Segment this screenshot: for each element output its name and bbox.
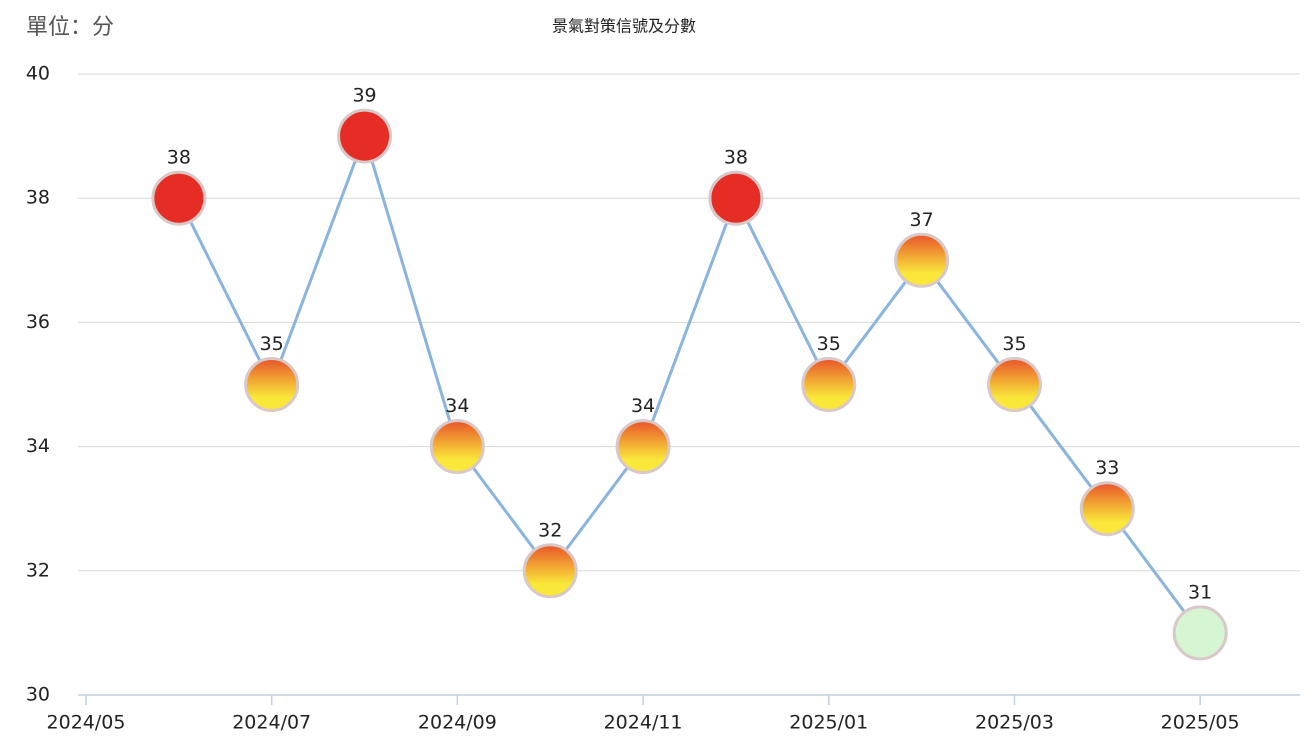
x-tick-label: 2024/05 (47, 712, 126, 734)
marker (986, 357, 1042, 412)
data-label: 37 (910, 209, 934, 231)
data-label: 35 (260, 333, 284, 355)
data-label: 34 (631, 395, 655, 417)
marker (244, 357, 300, 412)
data-label: 38 (724, 147, 748, 169)
marker (1172, 605, 1228, 661)
y-tick-label: 36 (26, 311, 50, 333)
marker (337, 108, 393, 164)
y-tick-label: 40 (26, 63, 50, 85)
y-tick-label: 32 (26, 559, 50, 581)
data-label: 31 (1188, 581, 1212, 603)
marker (522, 543, 578, 599)
marker (708, 170, 764, 226)
marker (429, 419, 485, 475)
data-label: 35 (1002, 333, 1026, 355)
series-line (177, 131, 1202, 634)
marker (1079, 481, 1135, 537)
marker (801, 357, 857, 412)
data-label: 32 (538, 519, 562, 541)
x-tick-label: 2024/07 (232, 712, 311, 734)
marker (151, 170, 207, 226)
data-label: 38 (167, 147, 191, 169)
marker (894, 232, 950, 288)
x-tick-label: 2025/05 (1161, 712, 1240, 734)
marker (615, 419, 671, 475)
data-label: 34 (445, 395, 469, 417)
data-label: 35 (817, 333, 841, 355)
data-label: 33 (1095, 457, 1119, 479)
unit-label: 單位：分 (26, 15, 114, 40)
x-tick-label: 2024/11 (604, 712, 683, 734)
y-tick-label: 30 (26, 684, 50, 706)
x-tick-label: 2025/01 (789, 712, 868, 734)
x-tick-label: 2024/09 (418, 712, 497, 734)
x-tick-label: 2025/03 (975, 712, 1054, 734)
y-tick-label: 38 (26, 187, 50, 209)
chart-title: 景氣對策信號及分數 (552, 17, 696, 36)
data-label: 39 (352, 85, 376, 107)
y-tick-label: 34 (26, 435, 50, 457)
